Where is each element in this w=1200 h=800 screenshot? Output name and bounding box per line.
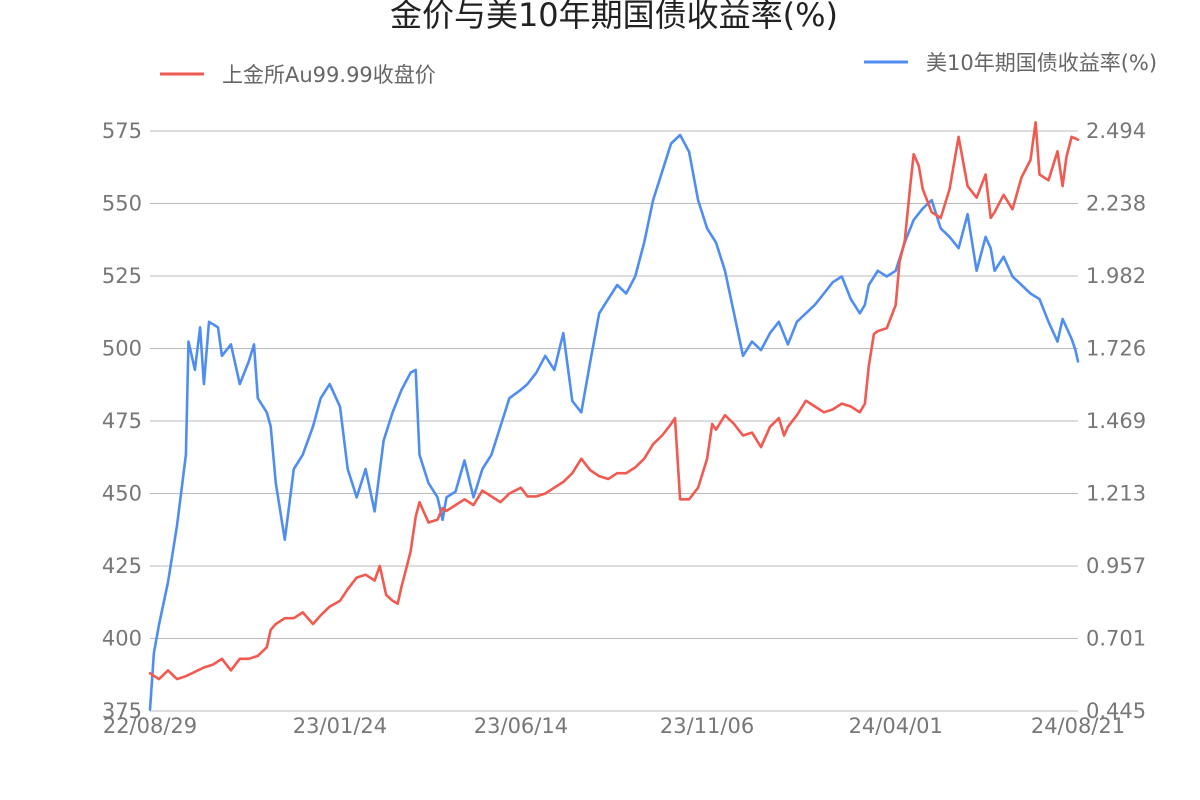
- chart-title: 金价与美10年期国债收益率(%): [390, 0, 838, 34]
- right-tick-label: 1.213: [1086, 482, 1146, 506]
- legend-label-yield: 美10年期国债收益率(%): [926, 51, 1157, 75]
- series-layer: [148, 121, 1080, 711]
- right-tick-label: 1.982: [1086, 264, 1146, 288]
- x-tick-label: 22/08/29: [103, 714, 197, 738]
- right-tick-label: 1.726: [1086, 337, 1146, 361]
- legend: 上金所Au99.99收盘价 美10年期国债收益率(%): [160, 51, 1157, 87]
- series-line-yield: [148, 133, 1080, 711]
- right-axis-ticks: 0.445 0.701 0.957 1.213 1.469 1.726 1.982 2.238…: [1086, 119, 1146, 723]
- left-tick-label: 500: [102, 337, 142, 361]
- left-tick-label: 550: [102, 192, 142, 216]
- series-line-gold: [148, 121, 1080, 681]
- left-axis-ticks: 375 400 425 450 475 500 525 550 575: [102, 119, 142, 723]
- x-tick-label: 24/08/21: [1031, 714, 1125, 738]
- left-tick-label: 575: [102, 119, 142, 143]
- right-tick-label: 0.957: [1086, 554, 1146, 578]
- x-tick-label: 23/06/14: [474, 714, 568, 738]
- left-tick-label: 375: [102, 699, 142, 723]
- right-tick-label: 2.238: [1086, 192, 1146, 216]
- right-tick-label: 0.445: [1086, 699, 1146, 723]
- x-axis-ticks: 22/08/29 23/01/24 23/06/14 23/11/06 24/04/01…: [103, 714, 1125, 738]
- left-tick-label: 450: [102, 482, 142, 506]
- left-tick-label: 400: [102, 627, 142, 651]
- x-tick-label: 23/01/24: [293, 714, 387, 738]
- x-tick-label: 24/04/01: [849, 714, 943, 738]
- left-tick-label: 475: [102, 409, 142, 433]
- legend-label-gold: 上金所Au99.99收盘价: [222, 63, 436, 87]
- right-tick-label: 2.494: [1086, 119, 1146, 143]
- x-tick-label: 23/11/06: [660, 714, 754, 738]
- right-tick-label: 1.469: [1086, 409, 1146, 433]
- gridlines: [150, 130, 1078, 712]
- right-tick-label: 0.701: [1086, 627, 1146, 651]
- left-tick-label: 525: [102, 264, 142, 288]
- left-tick-label: 425: [102, 554, 142, 578]
